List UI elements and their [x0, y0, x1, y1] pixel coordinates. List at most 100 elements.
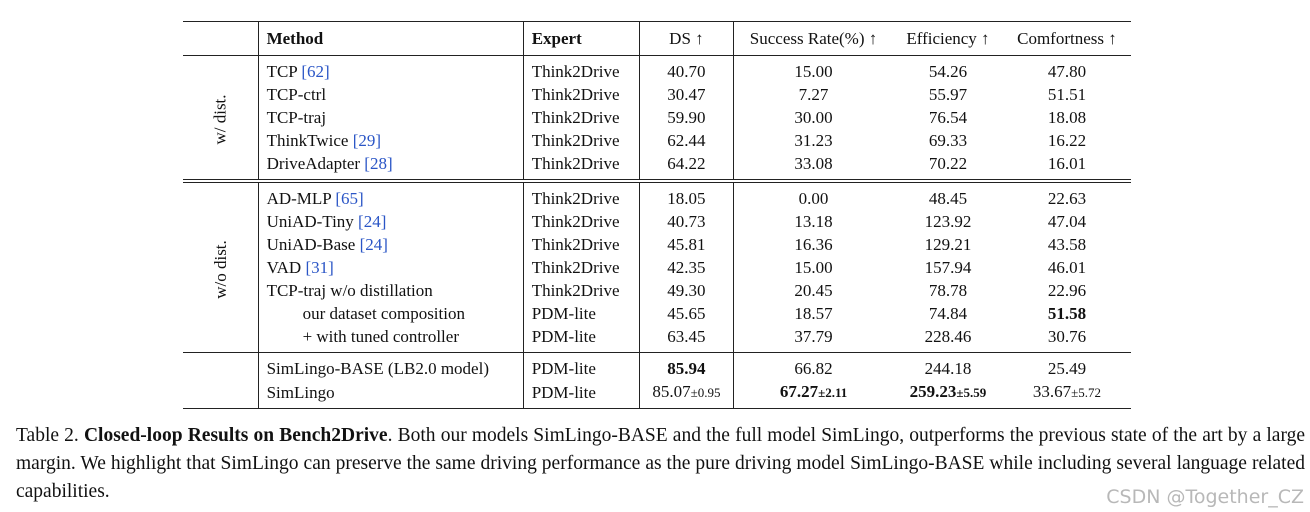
value-cell: 30.76 — [1003, 325, 1131, 353]
expert-cell: Think2Drive — [523, 129, 640, 152]
method-name: TCP-traj — [266, 108, 327, 127]
header-cell: Comfortness ↑ — [1002, 21, 1131, 56]
table-row: UniAD-Tiny [24] Think2Drive 40.73 13.18 123.… — [183, 210, 1131, 233]
value-cell: 69.33 — [893, 129, 1003, 152]
caption-label: Table 2. — [16, 425, 79, 446]
value-cell: 51.51 — [1003, 83, 1131, 106]
value-cell: 40.70 — [639, 55, 735, 83]
value-cell: 40.73 — [639, 210, 735, 233]
value-cell: 33.08 — [734, 152, 893, 181]
value-cell: 30.00 — [734, 106, 893, 129]
std: ±0.95 — [690, 385, 721, 400]
value: 74.84 — [928, 304, 968, 323]
value-cell: 18.05 — [639, 179, 735, 210]
citation: [28] — [364, 154, 393, 173]
value-cell: 78.78 — [893, 279, 1003, 302]
method: VAD [31] — [267, 258, 334, 277]
method-name: SimLingo — [266, 382, 335, 402]
method: + with tuned controller — [267, 325, 459, 348]
value: 20.45 — [794, 281, 833, 300]
value: 67.27 — [779, 382, 819, 401]
header-row: Method Expert DS ↑ Success Rate(%) ↑ Efficie… — [183, 21, 1131, 56]
method-name: SimLingo-BASE (LB2.0 model) — [266, 359, 489, 378]
value: 40.70 — [667, 62, 706, 81]
expert-cell: Think2Drive — [523, 279, 640, 302]
value: 129.21 — [924, 235, 972, 254]
value-cell: 59.90 — [639, 106, 735, 129]
group-cell: w/ dist. — [183, 55, 259, 181]
method: our dataset composition — [267, 302, 465, 325]
method-name: UniAD-Tiny — [266, 212, 354, 231]
value: 54.26 — [928, 62, 968, 81]
citation: [65] — [335, 189, 364, 208]
value-cell: 228.46 — [893, 325, 1003, 353]
expert-cell: Think2Drive — [523, 106, 640, 129]
method-name: DriveAdapter — [266, 154, 361, 173]
value-cell: 0.00 — [733, 179, 893, 210]
method-cell: VAD [31] — [258, 256, 524, 279]
value-cell: 157.94 — [893, 256, 1003, 279]
group-label: w/ dist. — [210, 94, 230, 145]
table-row: UniAD-Base [24] Think2Drive 45.81 16.36 129.… — [183, 233, 1131, 256]
value: 51.58 — [1047, 304, 1087, 323]
value: 70.22 — [928, 154, 968, 173]
method-name: TCP-traj w/o distillation — [266, 281, 433, 300]
value: 18.08 — [1047, 108, 1087, 127]
table-row: SimLingo PDM-lite 85.07±0.95 67.27±2.11 259.… — [183, 380, 1131, 409]
method-cell: + with tuned controller — [258, 325, 524, 353]
value-cell: 47.80 — [1003, 56, 1131, 84]
method: TCP-traj — [267, 108, 327, 127]
value: 85.07 — [652, 382, 691, 401]
method-name: our dataset composition — [302, 304, 465, 323]
method: TCP [62] — [267, 62, 330, 81]
method-cell: DriveAdapter [28] — [258, 152, 524, 181]
value: 33.67 — [1032, 382, 1072, 401]
std: ±5.72 — [1071, 385, 1102, 400]
value-cell: 16.36 — [734, 233, 893, 256]
value-cell: 64.22 — [639, 152, 735, 181]
value: 157.94 — [924, 258, 972, 277]
std: ±5.59 — [956, 385, 987, 400]
citation: [31] — [305, 258, 334, 277]
value: 55.97 — [928, 85, 968, 104]
table-row: TCP-ctrl Think2Drive 30.47 7.27 55.97 51.51 — [183, 83, 1131, 106]
method: SimLingo — [267, 383, 335, 402]
table-row: TCP-traj Think2Drive 59.90 30.00 76.54 18.08 — [183, 106, 1131, 129]
caption-text: . Both our models SimLingo-BASE and the … — [16, 425, 1305, 502]
value: 85.94 — [667, 359, 706, 378]
value: 43.58 — [1047, 235, 1087, 254]
expert-cell: PDM-lite — [523, 302, 640, 325]
value-cell: 25.49 — [1002, 352, 1131, 380]
value-cell: 47.04 — [1003, 210, 1131, 233]
value-cell: 13.18 — [734, 210, 893, 233]
value-cell: 66.82 — [733, 352, 893, 380]
value-cell: 54.26 — [893, 56, 1003, 84]
expert-cell: Think2Drive — [523, 210, 640, 233]
value: 16.22 — [1047, 131, 1087, 150]
value: 49.30 — [667, 281, 706, 300]
value-cell: 43.58 — [1003, 233, 1131, 256]
value: 22.63 — [1047, 189, 1087, 208]
value-cell: 45.65 — [639, 302, 735, 325]
value: 123.92 — [924, 212, 972, 231]
expert-cell: PDM-lite — [523, 352, 640, 380]
value-cell: 70.22 — [893, 152, 1003, 181]
value: 18.57 — [794, 304, 833, 323]
value-cell: 45.81 — [639, 233, 735, 256]
value: 37.79 — [794, 327, 833, 346]
value: 51.51 — [1047, 85, 1087, 104]
value: 30.00 — [794, 108, 833, 127]
value-cell: 37.79 — [734, 325, 893, 353]
value: 33.08 — [794, 154, 833, 173]
header-cell: Success Rate(%) ↑ — [733, 21, 893, 56]
method-cell: ThinkTwice [29] — [258, 129, 524, 152]
value-cell: 67.27±2.11 — [734, 380, 893, 409]
method-cell: AD-MLP [65] — [258, 179, 524, 210]
value: 16.36 — [794, 235, 833, 254]
value-cell: 18.57 — [734, 302, 893, 325]
citation: [62] — [301, 62, 330, 81]
value: 47.80 — [1047, 62, 1087, 81]
method-name: TCP — [266, 62, 298, 81]
group-label: w/o dist. — [210, 240, 230, 299]
value-cell: 123.92 — [893, 210, 1003, 233]
